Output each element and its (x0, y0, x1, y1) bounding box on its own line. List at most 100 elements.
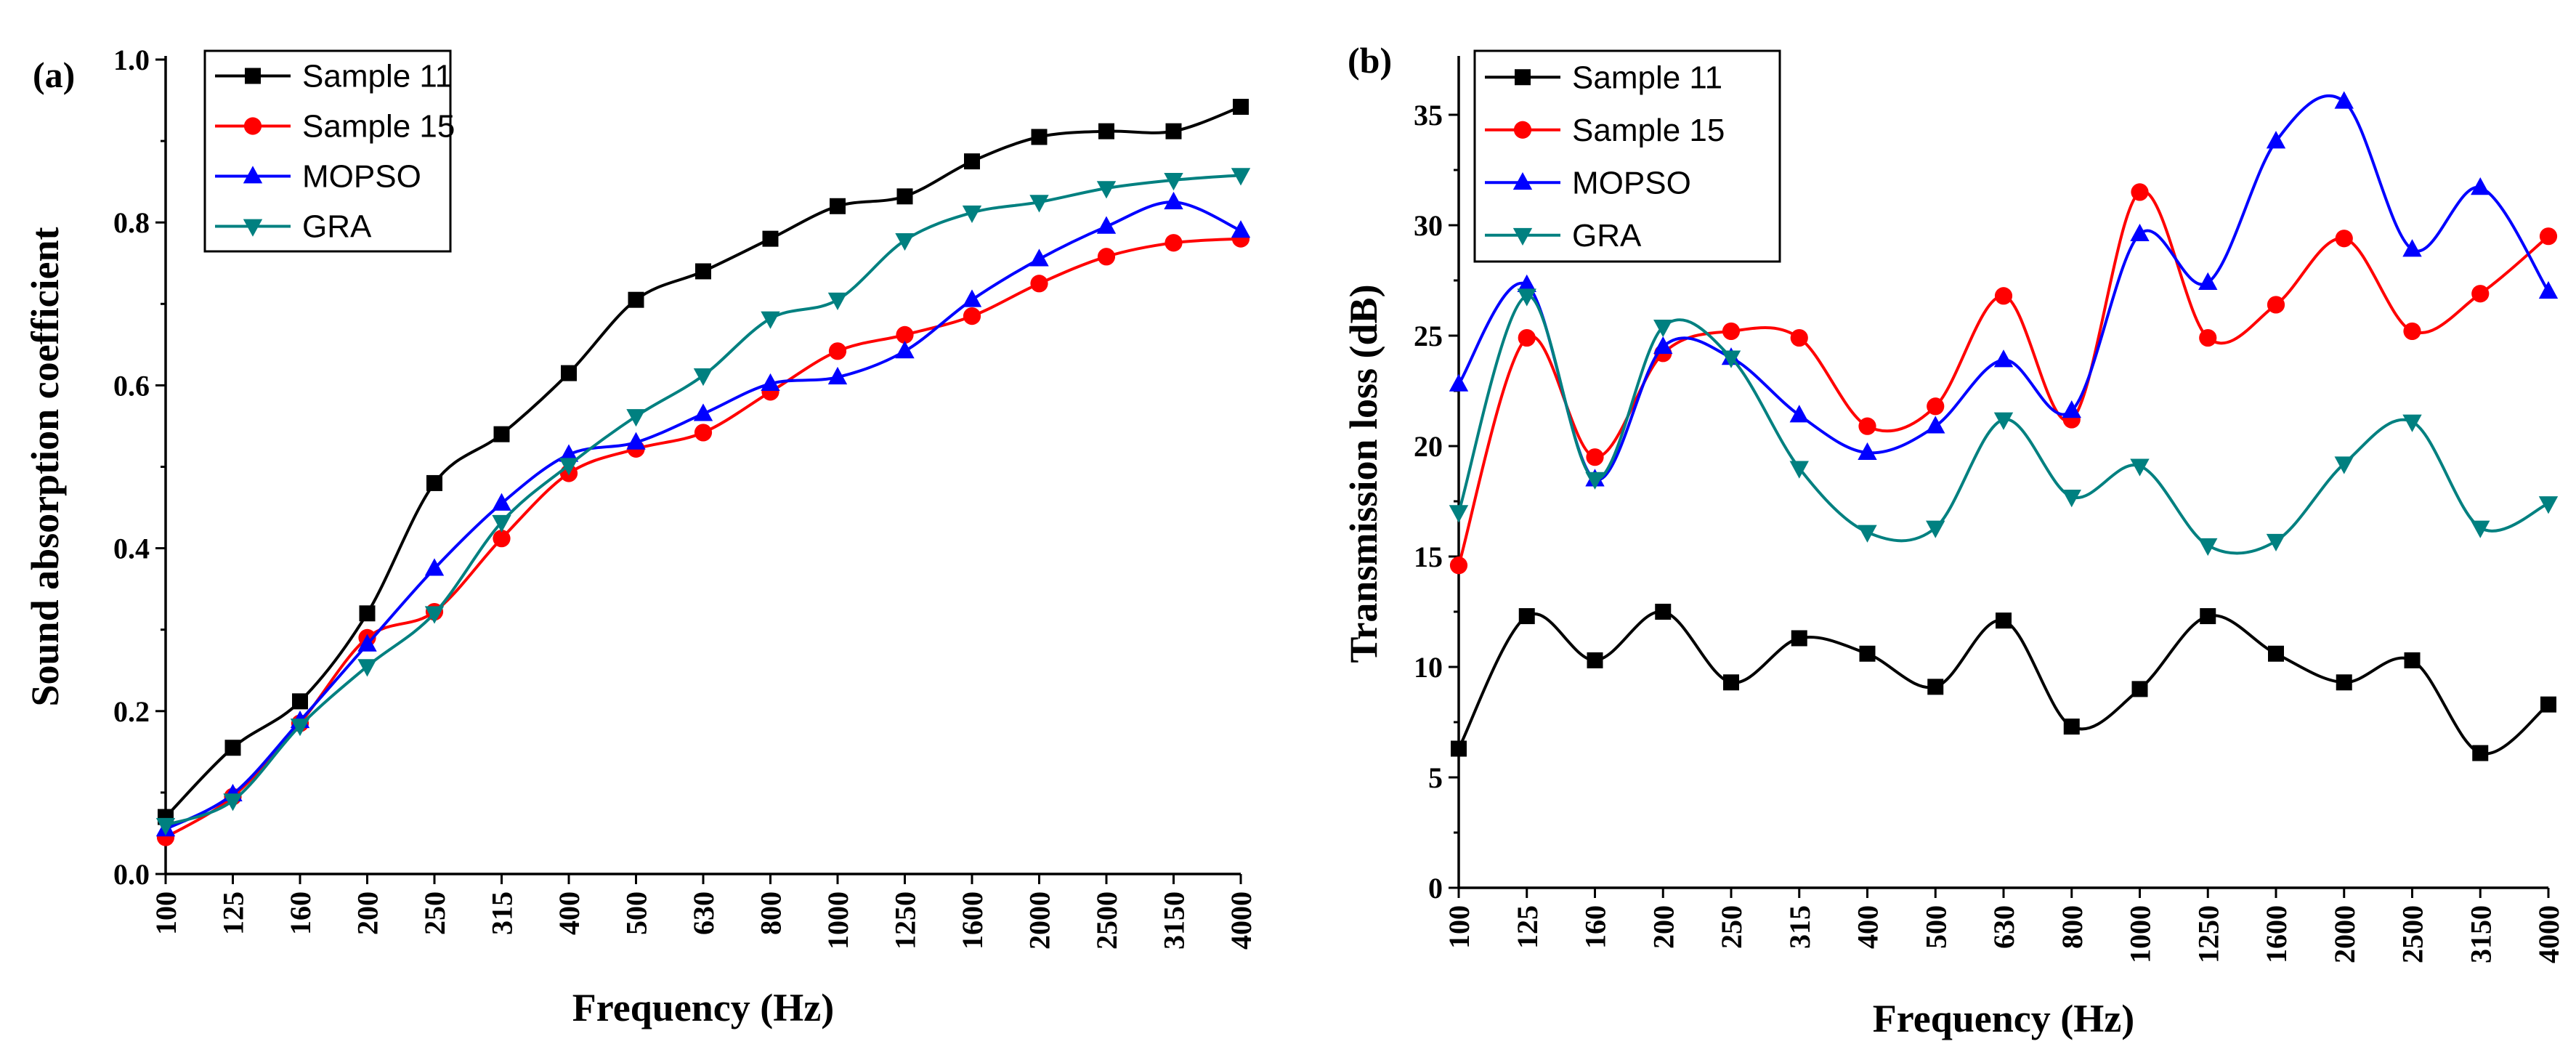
y-tick-label: 0.4 (113, 533, 150, 565)
y-tick-label: 0.8 (113, 206, 150, 239)
data-point (424, 606, 445, 624)
data-point (2268, 645, 2284, 662)
x-tick-label: 125 (217, 891, 250, 935)
chart-panel-a: 0.0 0.2 0.4 0.6 0.8 1.0 100 125 160 200 250 315 400 5… (23, 44, 1257, 1029)
data-point (1587, 652, 1603, 668)
data-point (1031, 129, 1048, 145)
data-point (1449, 557, 1468, 575)
y-tick-label: 25 (1414, 320, 1443, 352)
y-tick-label: 35 (1414, 99, 1443, 131)
data-point (1994, 287, 2013, 305)
series-mopso (1449, 91, 2559, 487)
x-tick-label: 250 (418, 891, 451, 935)
data-point (1030, 275, 1048, 293)
data-point (493, 530, 511, 548)
data-point (694, 424, 713, 442)
data-point (1029, 248, 1049, 267)
legend-marker (245, 68, 261, 84)
series-line (165, 201, 1242, 831)
data-point (896, 188, 913, 205)
x-tick-label: 400 (1852, 905, 1884, 949)
data-point (695, 263, 711, 280)
x-tick-label: 160 (284, 891, 317, 935)
data-point (1165, 234, 1183, 252)
data-point (357, 634, 377, 652)
x-tick-label: 4000 (1225, 891, 1257, 950)
data-point (827, 366, 848, 385)
legend-label: GRA (302, 209, 372, 245)
data-point (2471, 177, 2490, 195)
data-point (424, 558, 445, 576)
x-tick-label: 250 (1715, 905, 1748, 949)
x-tick-label: 1250 (2192, 905, 2224, 963)
y-tick-label: 0.0 (113, 858, 150, 891)
data-point (962, 289, 982, 307)
legend-label: GRA (1572, 218, 1642, 254)
x-tick-label: 2000 (1024, 891, 1056, 950)
data-point (2198, 538, 2218, 557)
data-point (1789, 461, 1809, 479)
data-point (1926, 520, 1945, 538)
data-point (626, 409, 646, 427)
data-point (2404, 652, 2421, 668)
legend-label: MOPSO (302, 159, 421, 195)
panel-label: (b) (1348, 40, 1392, 81)
data-point (1721, 350, 1741, 368)
data-point (2538, 496, 2559, 514)
y-tick-label: 10 (1414, 651, 1443, 684)
data-point (292, 693, 308, 710)
series-sample-15 (1449, 183, 2558, 575)
x-tick-label: 400 (553, 891, 586, 935)
data-point (1791, 630, 1807, 647)
data-point (1926, 416, 1945, 434)
y-tick-label: 0.6 (113, 369, 150, 402)
legend-marker (1515, 69, 1531, 86)
x-tick-label: 500 (620, 891, 653, 935)
legend-label: Sample 11 (1572, 60, 1722, 95)
data-point (1451, 740, 1467, 757)
data-point (1233, 99, 1249, 116)
data-point (2130, 223, 2150, 242)
data-point (2540, 696, 2556, 713)
data-point (962, 205, 982, 224)
x-tick-label: 2500 (2397, 905, 2429, 963)
data-point (2334, 91, 2354, 109)
data-point (1096, 181, 1117, 199)
data-point (1790, 328, 1808, 347)
data-point (492, 514, 511, 533)
data-point (290, 719, 310, 737)
x-tick-label: 315 (1783, 905, 1816, 949)
data-point (964, 153, 980, 170)
data-point (2062, 400, 2081, 418)
data-point (2266, 131, 2286, 149)
data-point (2402, 239, 2422, 257)
x-tick-label: 3150 (1158, 891, 1191, 950)
data-point (2063, 719, 2080, 735)
x-tick-label: 1600 (956, 891, 989, 950)
data-point (426, 474, 442, 491)
data-point (1029, 195, 1049, 213)
data-point (896, 325, 914, 344)
data-point (561, 365, 577, 381)
data-point (1231, 168, 1251, 186)
data-point (2334, 456, 2354, 474)
series-gra (1449, 288, 2559, 557)
panel-label: (a) (33, 54, 75, 95)
legend-marker (243, 219, 263, 237)
data-point (2402, 414, 2422, 432)
x-tick-label: 160 (1579, 905, 1612, 949)
data-point (2472, 745, 2489, 761)
x-tick-label: 500 (1919, 905, 1952, 949)
data-point (2198, 272, 2218, 290)
data-point (2200, 608, 2216, 625)
chart-panel-b: 0 5 10 15 20 25 30 35 100 125 160 200 250 315 400 500 63… (1342, 40, 2565, 1040)
data-point (761, 311, 780, 329)
data-point (828, 342, 847, 360)
x-tick-label: 1250 (889, 891, 922, 950)
data-point (830, 198, 846, 214)
y-axis-title: Transmission loss (dB) (1342, 284, 1385, 663)
data-point (1518, 608, 1535, 625)
series-sample-11 (158, 99, 1249, 825)
data-point (2471, 285, 2490, 303)
data-point (1927, 679, 1944, 695)
